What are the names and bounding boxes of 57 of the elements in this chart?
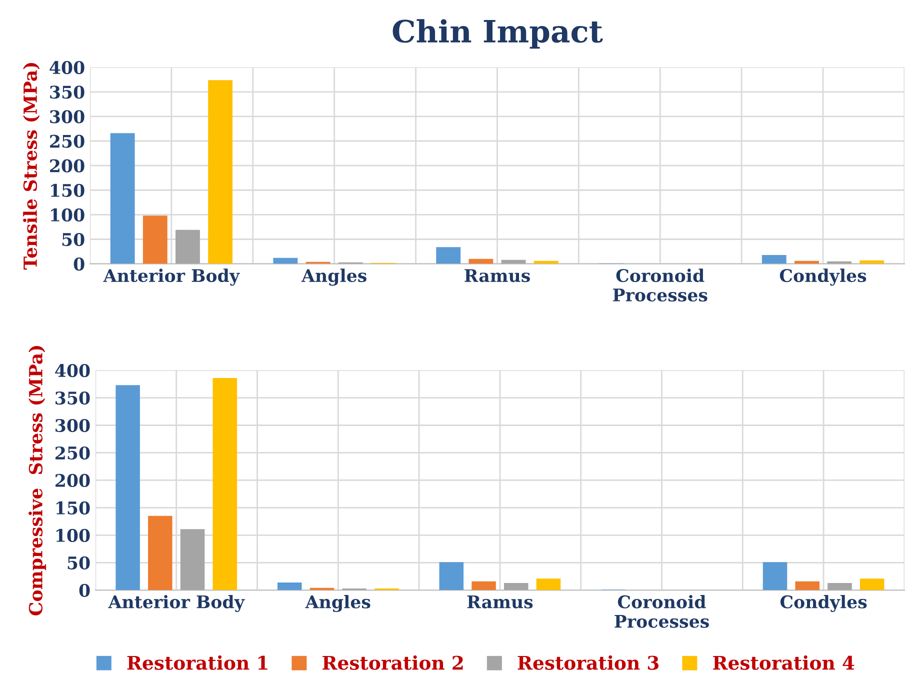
y-tick-label: 0	[74, 258, 84, 271]
bar	[273, 258, 298, 264]
y-tick-label: 300	[50, 110, 84, 124]
y-tick-label: 400	[55, 364, 90, 378]
y-tick-label: 150	[51, 184, 84, 197]
x-tick-label: Condyles	[780, 268, 866, 286]
y-tick-label: 200	[50, 159, 84, 172]
bar	[148, 516, 172, 590]
bar	[310, 588, 334, 590]
y-tick-label: 400	[50, 61, 84, 74]
bar	[860, 578, 884, 590]
bar	[828, 582, 852, 590]
bar	[116, 385, 140, 590]
legend-label: Restoration 2	[322, 655, 463, 670]
y-tick-label: 200	[56, 474, 90, 488]
y-axis-title: Compressive Stress (MPa)	[28, 346, 46, 616]
bar	[180, 529, 205, 590]
bar	[762, 254, 786, 264]
bar	[436, 247, 461, 264]
y-tick-label: 50	[68, 556, 90, 570]
bar	[504, 582, 528, 590]
bar	[142, 216, 168, 264]
x-tick-label: Ramus	[464, 269, 530, 282]
bar	[468, 258, 494, 264]
x-tick-label: Ramus	[467, 596, 533, 608]
bar	[795, 581, 820, 590]
y-tick-label: 350	[56, 391, 90, 405]
x-tick-label: Angles	[301, 268, 366, 286]
y-tick-label: 100	[51, 208, 84, 222]
y-tick-label: 100	[56, 528, 90, 542]
y-tick-label: 250	[50, 134, 84, 148]
y-tick-label: 150	[56, 501, 90, 515]
legend-label: Restoration 1	[127, 655, 268, 670]
x-tick-label: Angles	[305, 594, 370, 612]
bar	[212, 378, 238, 590]
bar	[439, 562, 464, 590]
y-tick-label: 350	[50, 86, 84, 99]
legend-label: Restoration 3	[518, 655, 658, 670]
x-tick-label: Coronoid Processes	[614, 594, 709, 628]
y-tick-label: 250	[56, 446, 90, 460]
y-tick-label: 0	[79, 584, 90, 597]
y-tick-label: 50	[62, 232, 84, 246]
x-tick-label: Condyles	[780, 594, 867, 612]
x-tick-label: Coronoid Processes	[613, 268, 708, 302]
legend-label: Restoration 4	[713, 655, 854, 670]
bar	[536, 578, 561, 590]
bar	[176, 230, 200, 264]
bar	[277, 582, 302, 590]
x-tick-label: Anterior Body	[108, 594, 245, 612]
x-tick-label: Anterior Body	[103, 268, 240, 286]
bar	[762, 562, 788, 590]
bar	[208, 80, 233, 264]
bar	[472, 581, 496, 590]
y-tick-label: 300	[56, 418, 90, 432]
y-axis-title: Tensile Stress (MPa)	[23, 63, 40, 270]
chart-title: Chin Impact	[392, 19, 603, 49]
bar	[110, 133, 135, 264]
